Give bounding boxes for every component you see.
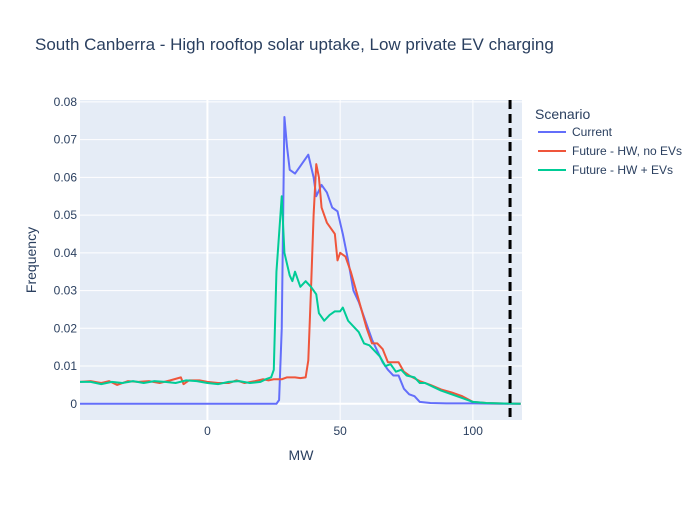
plot-lines [80,115,521,405]
legend-label: Future - HW, no EVs [572,144,682,158]
y-tick-label: 0.08 [54,95,78,109]
y-tick-label: 0.05 [54,208,78,222]
y-tick-label: 0.04 [54,246,78,260]
legend-title: Scenario [535,106,590,122]
series-line [80,195,521,405]
y-tick-label: 0 [70,397,77,411]
x-tick-label: 0 [204,424,211,438]
plot-background [80,100,522,420]
y-axis-title: Frequency [23,227,39,293]
legend-label: Current [572,125,613,139]
x-axis-title: MW [289,447,315,463]
x-tick-label: 100 [463,424,483,438]
series-line [80,115,521,405]
y-tick-label: 0.02 [54,321,78,335]
y-tick-label: 0.06 [54,170,78,184]
chart-title: South Canberra - High rooftop solar upta… [35,35,554,54]
y-tick-label: 0.01 [54,359,78,373]
y-tick-label: 0.03 [54,284,78,298]
y-tick-label: 0.07 [54,133,78,147]
legend-label: Future - HW + EVs [572,163,673,177]
x-tick-label: 50 [333,424,347,438]
